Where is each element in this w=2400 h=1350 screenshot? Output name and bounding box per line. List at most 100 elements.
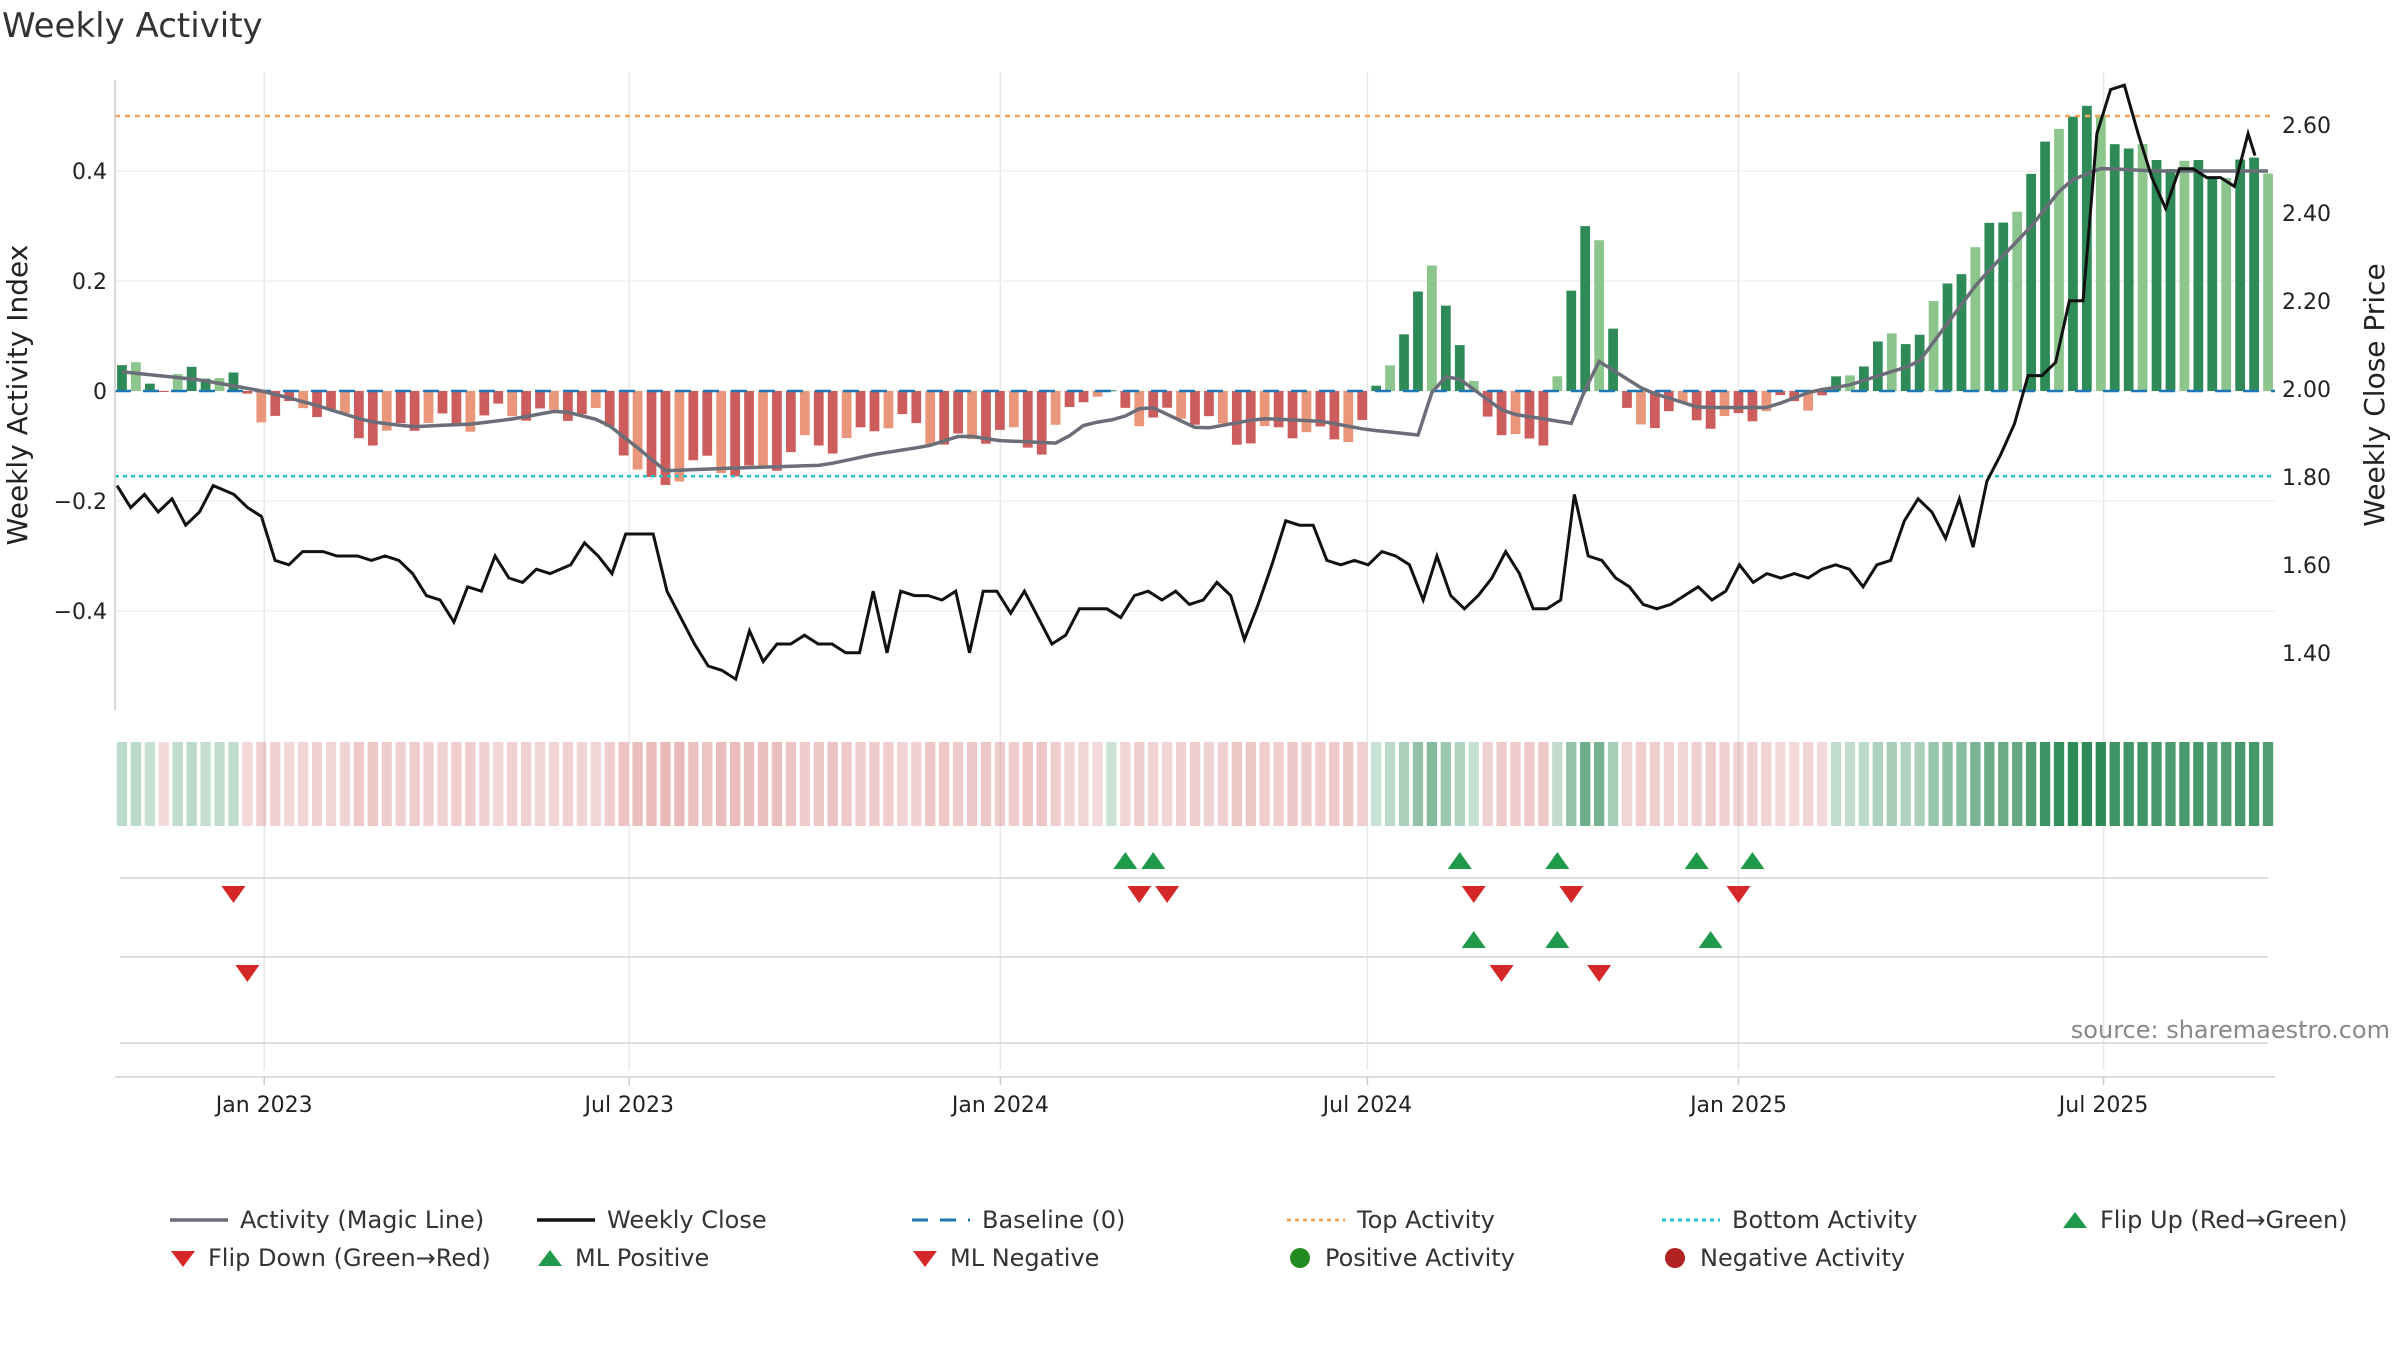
- heat-cell: [1412, 742, 1424, 826]
- activity-bar: [172, 374, 183, 391]
- activity-bar: [2137, 143, 2148, 391]
- heat-cell: [702, 742, 713, 826]
- activity-bar: [1315, 391, 1326, 427]
- activity-bar: [1636, 391, 1646, 425]
- heat-cell: [1036, 742, 1047, 826]
- heat-cell: [1022, 742, 1033, 826]
- activity-bar: [646, 391, 657, 477]
- activity-bar: [2165, 169, 2176, 391]
- heat-cell: [757, 742, 769, 826]
- heat-cell: [632, 742, 643, 826]
- heat-cell: [660, 742, 671, 826]
- heat-cell: [423, 742, 434, 826]
- line-icon: [170, 1218, 228, 1222]
- heat-cell: [1134, 742, 1145, 826]
- heat-cell: [827, 742, 838, 826]
- heat-cell: [897, 742, 908, 826]
- heat-cell: [1454, 742, 1465, 826]
- heat-cell: [186, 742, 197, 826]
- heat-cell: [1343, 742, 1354, 826]
- heat-cell: [1566, 742, 1577, 826]
- activity-bar: [869, 391, 880, 432]
- activity-bar: [395, 391, 406, 424]
- activity-bar: [1998, 222, 2009, 391]
- heat-cell: [367, 742, 378, 826]
- activity-bar: [1092, 391, 1103, 397]
- activity-bar: [576, 391, 587, 415]
- legend-item: ML Positive: [535, 1240, 709, 1276]
- activity-bar: [590, 391, 601, 409]
- legend-label: Negative Activity: [1700, 1244, 1906, 1272]
- heat-cell: [172, 742, 183, 826]
- heat-cell: [1259, 742, 1270, 826]
- legend-item: Weekly Close: [535, 1202, 767, 1238]
- heat-cell: [1761, 742, 1772, 826]
- legend-item: Top Activity: [1285, 1202, 1495, 1238]
- y-tick-left: −0.4: [54, 600, 107, 625]
- heat-cell: [869, 742, 880, 826]
- y-tick-right: 2.40: [2282, 202, 2331, 227]
- heat-cell: [729, 742, 741, 826]
- activity-bar: [981, 391, 991, 444]
- activity-bar: [1008, 391, 1019, 428]
- y-tick-left: 0.4: [72, 160, 107, 185]
- activity-bar: [1886, 333, 1897, 391]
- activity-bar: [1510, 391, 1521, 435]
- heat-cell: [1315, 742, 1326, 826]
- activity-bar: [284, 391, 295, 402]
- heat-cell: [214, 742, 225, 826]
- ml-negative-marker: [235, 965, 260, 982]
- heat-cell: [1148, 742, 1159, 826]
- heat-cell: [1970, 742, 1981, 826]
- activity-bar: [1942, 283, 1953, 391]
- heat-cell: [325, 742, 337, 826]
- heat-cell: [465, 742, 476, 826]
- heat-cell: [381, 742, 392, 826]
- heat-cell: [1426, 742, 1438, 826]
- heat-cell: [604, 742, 615, 826]
- activity-bar: [1622, 391, 1632, 408]
- magic-line: [121, 166, 2268, 473]
- heat-cell: [1775, 742, 1786, 826]
- heat-cell: [520, 742, 532, 826]
- activity-bar: [1287, 391, 1298, 439]
- heat-cell: [116, 742, 128, 826]
- heat-cell: [562, 742, 574, 826]
- activity-bar: [1385, 365, 1395, 391]
- heat-cell: [1663, 742, 1674, 826]
- ml-negative-marker: [1489, 965, 1514, 982]
- heat-cell: [1329, 742, 1340, 826]
- activity-bar: [1608, 328, 1618, 391]
- legend-item: Negative Activity: [1660, 1240, 1905, 1276]
- activity-bar: [1468, 380, 1479, 391]
- heat-cell: [966, 742, 978, 826]
- activity-bar: [730, 391, 741, 477]
- activity-bar: [144, 383, 155, 391]
- activity-bar: [813, 391, 824, 446]
- heat-cell: [158, 742, 169, 826]
- activity-bar: [1872, 341, 1883, 391]
- flip-up-marker: [1684, 852, 1709, 869]
- heat-cell: [451, 742, 462, 826]
- y-tick-left: 0.2: [72, 270, 107, 295]
- activity-bar: [1831, 376, 1841, 391]
- line-icon: [537, 1218, 595, 1222]
- source-note: source: sharemaestro.com: [2070, 1016, 2390, 1044]
- heat-cell: [799, 742, 810, 826]
- heat-cell: [1175, 742, 1187, 826]
- y-axis-label-right: Weekly Close Price: [2358, 263, 2391, 526]
- activity-bar: [423, 391, 434, 424]
- activity-bar: [1719, 391, 1730, 417]
- heat-cell: [1984, 742, 1995, 826]
- heat-cell: [1886, 742, 1897, 826]
- heat-cell: [813, 742, 824, 826]
- heat-cell: [1161, 742, 1173, 826]
- activity-bar: [827, 391, 838, 454]
- heat-cell: [1593, 742, 1605, 826]
- heat-cell: [618, 742, 629, 826]
- heat-cell: [548, 742, 560, 826]
- heat-cell: [200, 742, 211, 826]
- chart-title: Weekly Activity: [2, 6, 263, 46]
- flip-down-marker: [1559, 886, 1584, 903]
- heat-cell: [1635, 742, 1647, 826]
